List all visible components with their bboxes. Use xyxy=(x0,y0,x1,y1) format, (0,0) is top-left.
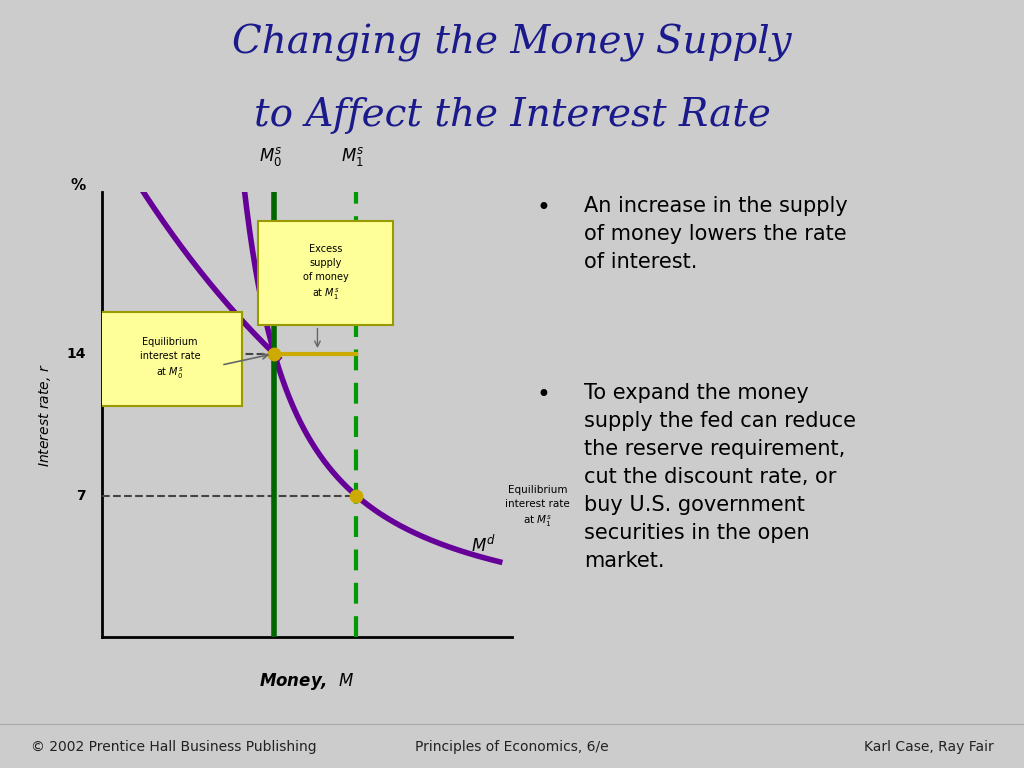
Text: $M^d$: $M^d$ xyxy=(471,535,496,556)
Text: Principles of Economics, 6/e: Principles of Economics, 6/e xyxy=(415,740,609,754)
Text: $M_0^s$: $M_0^s$ xyxy=(259,144,282,167)
Text: © 2002 Prentice Hall Business Publishing: © 2002 Prentice Hall Business Publishing xyxy=(31,740,316,754)
Text: %: % xyxy=(71,178,86,194)
Text: Equilibrium
interest rate
at $M_1^s$: Equilibrium interest rate at $M_1^s$ xyxy=(505,485,570,529)
Text: Money,  $M$: Money, $M$ xyxy=(259,671,355,693)
Text: An increase in the supply
of money lowers the rate
of interest.: An increase in the supply of money lower… xyxy=(584,197,848,273)
Text: To expand the money
supply the fed can reduce
the reserve requirement,
cut the d: To expand the money supply the fed can r… xyxy=(584,383,856,571)
Text: •: • xyxy=(537,197,551,220)
Text: 7: 7 xyxy=(77,488,86,503)
Text: •: • xyxy=(537,383,551,407)
Text: $M_1^s$: $M_1^s$ xyxy=(341,144,364,167)
Text: to Affect the Interest Rate: to Affect the Interest Rate xyxy=(254,97,770,134)
Text: Interest rate, $r$: Interest rate, $r$ xyxy=(37,363,53,466)
FancyBboxPatch shape xyxy=(98,313,242,406)
Text: Changing the Money Supply: Changing the Money Supply xyxy=(232,24,792,62)
Text: 14: 14 xyxy=(67,347,86,361)
Text: Equilibrium
interest rate
at $M_0^s$: Equilibrium interest rate at $M_0^s$ xyxy=(139,336,201,382)
Text: Karl Case, Ray Fair: Karl Case, Ray Fair xyxy=(863,740,993,754)
Text: Excess
supply
of money
at $M_1^s$: Excess supply of money at $M_1^s$ xyxy=(303,243,348,303)
FancyBboxPatch shape xyxy=(258,221,393,325)
